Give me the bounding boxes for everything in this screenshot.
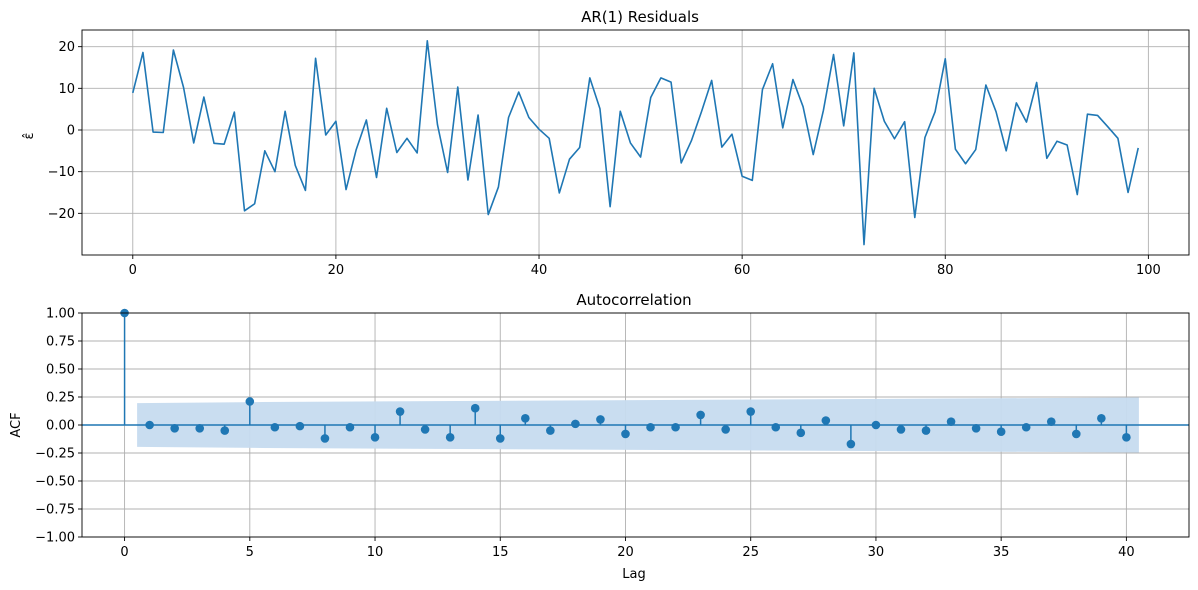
- acf-point: [345, 422, 355, 432]
- acf-point: [370, 433, 380, 442]
- acf-point: [495, 434, 505, 443]
- acf-y-tick-label: 1.00: [46, 307, 75, 322]
- residuals-x-tick-label: 0: [129, 263, 137, 278]
- residuals-x-tick-label: 40: [531, 263, 548, 278]
- acf-x-tick-label: 0: [120, 545, 128, 560]
- acf-point: [621, 429, 630, 439]
- acf-point: [921, 426, 931, 435]
- acf-point: [996, 427, 1006, 437]
- acf-point: [1021, 422, 1031, 432]
- acf-point: [896, 425, 906, 434]
- residuals-y-tick-label: 0: [67, 124, 75, 139]
- acf-point: [746, 407, 756, 416]
- residuals-x-tick-label: 80: [937, 263, 954, 278]
- acf-point: [721, 425, 730, 434]
- acf-x-axis-label: Lag: [622, 567, 645, 582]
- residuals-y-tick-label: −10: [48, 165, 75, 180]
- acf-point: [295, 421, 305, 431]
- acf-x-tick-label: 35: [993, 545, 1010, 560]
- acf-y-tick-label: −0.75: [35, 503, 75, 518]
- acf-point: [821, 416, 831, 425]
- acf-point: [220, 426, 230, 435]
- acf-point: [671, 422, 680, 432]
- acf-x-tick-label: 25: [742, 545, 759, 560]
- acf-point: [521, 413, 530, 423]
- acf-point: [1071, 429, 1081, 439]
- acf-point: [696, 410, 705, 420]
- acf-x-tick-label: 20: [617, 545, 634, 560]
- acf-y-tick-label: 0.50: [46, 363, 75, 378]
- acf-point: [195, 424, 205, 433]
- acf-x-tick-label: 30: [868, 545, 885, 560]
- acf-point: [1122, 433, 1131, 442]
- acf-point: [270, 422, 280, 432]
- acf-y-axis-label: ACF: [9, 412, 24, 437]
- acf-point: [145, 420, 154, 430]
- residuals-y-tick-label: −20: [48, 207, 75, 222]
- residuals-y-tick-label: 10: [58, 82, 75, 97]
- acf-point: [846, 439, 856, 449]
- acf-point: [946, 417, 956, 426]
- residuals-x-tick-label: 100: [1136, 263, 1161, 278]
- acf-point: [596, 415, 605, 424]
- acf-point: [971, 424, 981, 433]
- acf-point: [1097, 413, 1106, 423]
- acf-y-tick-label: 0.25: [46, 391, 75, 406]
- residuals-chart: 0 20 40 60 80 100 −20 −10 0 10 20 AR(1) Residuals ε̂: [22, 8, 1190, 278]
- acf-point: [796, 428, 806, 438]
- residuals-axes-frame: [81, 29, 1190, 256]
- acf-point: [771, 422, 781, 432]
- acf-y-tick-label: −0.50: [35, 475, 75, 490]
- acf-x-tick-label: 10: [367, 545, 384, 560]
- residuals-y-axis-label: ε̂: [22, 132, 37, 139]
- acf-point: [445, 433, 455, 442]
- acf-y-tick-label: 0.00: [46, 419, 75, 434]
- acf-y-tick-label: 0.75: [46, 335, 75, 350]
- acf-x-tick-label: 5: [246, 545, 254, 560]
- acf-chart-title: Autocorrelation: [576, 291, 691, 309]
- acf-point: [420, 425, 430, 434]
- residuals-x-tick-label: 60: [734, 263, 751, 278]
- acf-point: [546, 426, 555, 435]
- residuals-x-tick-label: 20: [328, 263, 345, 278]
- residuals-y-tick-label: 20: [58, 40, 75, 55]
- acf-y-tick-label: −0.25: [35, 447, 75, 462]
- residuals-series-line: [132, 40, 1139, 246]
- acf-point: [1046, 417, 1056, 426]
- acf-point: [170, 424, 179, 433]
- acf-x-tick-label: 15: [492, 545, 509, 560]
- acf-x-tick-label: 40: [1118, 545, 1135, 560]
- acf-point: [871, 420, 881, 430]
- acf-point: [320, 434, 330, 443]
- acf-point: [395, 407, 405, 416]
- residuals-chart-title: AR(1) Residuals: [581, 8, 699, 26]
- acf-y-tick-label: −1.00: [35, 531, 75, 546]
- acf-point: [646, 422, 655, 432]
- acf-point: [470, 403, 480, 413]
- acf-point: [571, 419, 580, 429]
- acf-point: [245, 397, 255, 406]
- acf-chart: 0 5 10 15 20 25 30 35 40 −1.00 −0.75 −0.50 −0.25 0.00…: [9, 291, 1190, 582]
- residuals-gridlines: [82, 30, 1189, 255]
